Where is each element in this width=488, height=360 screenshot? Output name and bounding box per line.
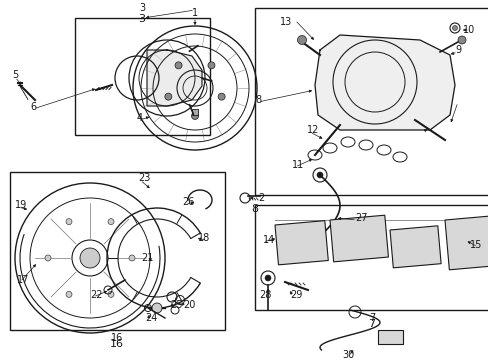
Circle shape bbox=[108, 219, 114, 225]
Circle shape bbox=[297, 36, 306, 45]
Text: 4: 4 bbox=[137, 113, 143, 123]
Text: 16: 16 bbox=[111, 333, 123, 343]
Circle shape bbox=[108, 291, 114, 297]
Bar bbox=[192, 109, 198, 115]
Circle shape bbox=[80, 248, 100, 268]
Circle shape bbox=[45, 255, 51, 261]
Text: 7: 7 bbox=[367, 319, 375, 329]
Bar bbox=[274, 221, 327, 265]
Bar bbox=[377, 330, 402, 344]
Text: 2: 2 bbox=[258, 193, 264, 203]
Text: 8: 8 bbox=[251, 204, 258, 214]
Text: 21: 21 bbox=[141, 253, 153, 263]
Text: 16: 16 bbox=[110, 339, 124, 349]
Bar bbox=[75, 18, 209, 135]
Bar bbox=[329, 215, 387, 262]
Circle shape bbox=[218, 93, 224, 100]
Text: 22: 22 bbox=[90, 290, 102, 300]
Circle shape bbox=[264, 275, 270, 281]
Circle shape bbox=[451, 26, 457, 31]
Text: 18: 18 bbox=[197, 233, 209, 243]
Text: 24: 24 bbox=[145, 313, 157, 323]
Text: 7: 7 bbox=[368, 313, 374, 323]
Bar bbox=[444, 216, 488, 270]
Circle shape bbox=[164, 93, 171, 100]
Circle shape bbox=[152, 303, 162, 313]
Text: 13: 13 bbox=[280, 17, 292, 27]
Text: 14: 14 bbox=[263, 235, 275, 245]
Text: 23: 23 bbox=[138, 173, 150, 183]
Circle shape bbox=[66, 219, 72, 225]
Text: 10: 10 bbox=[462, 25, 474, 35]
Circle shape bbox=[207, 62, 215, 69]
Text: 12: 12 bbox=[306, 125, 319, 135]
Text: 20: 20 bbox=[183, 300, 195, 310]
Text: 27: 27 bbox=[354, 213, 367, 223]
Text: 3: 3 bbox=[138, 14, 145, 24]
Text: 19: 19 bbox=[15, 200, 27, 210]
Polygon shape bbox=[314, 35, 454, 130]
Bar bbox=[389, 226, 440, 268]
Circle shape bbox=[175, 62, 182, 69]
Bar bbox=[254, 8, 488, 195]
Circle shape bbox=[457, 36, 465, 44]
Text: 5: 5 bbox=[12, 70, 18, 80]
Circle shape bbox=[316, 172, 323, 178]
Text: 17: 17 bbox=[17, 275, 29, 285]
Text: 8: 8 bbox=[254, 95, 261, 105]
Text: 3: 3 bbox=[139, 3, 145, 13]
Text: 15: 15 bbox=[468, 240, 481, 250]
Text: 6: 6 bbox=[30, 102, 36, 112]
Text: 30: 30 bbox=[341, 350, 353, 360]
Circle shape bbox=[66, 291, 72, 297]
Bar bbox=[10, 172, 224, 330]
Text: 28: 28 bbox=[258, 290, 271, 300]
Text: 29: 29 bbox=[289, 290, 302, 300]
Circle shape bbox=[191, 112, 198, 120]
Text: 9: 9 bbox=[455, 45, 461, 55]
Polygon shape bbox=[147, 50, 202, 106]
Text: 11: 11 bbox=[291, 160, 304, 170]
Bar bbox=[254, 205, 488, 310]
Text: 25: 25 bbox=[170, 300, 182, 310]
Text: 26: 26 bbox=[182, 197, 194, 207]
Text: 1: 1 bbox=[192, 8, 198, 18]
Circle shape bbox=[129, 255, 135, 261]
